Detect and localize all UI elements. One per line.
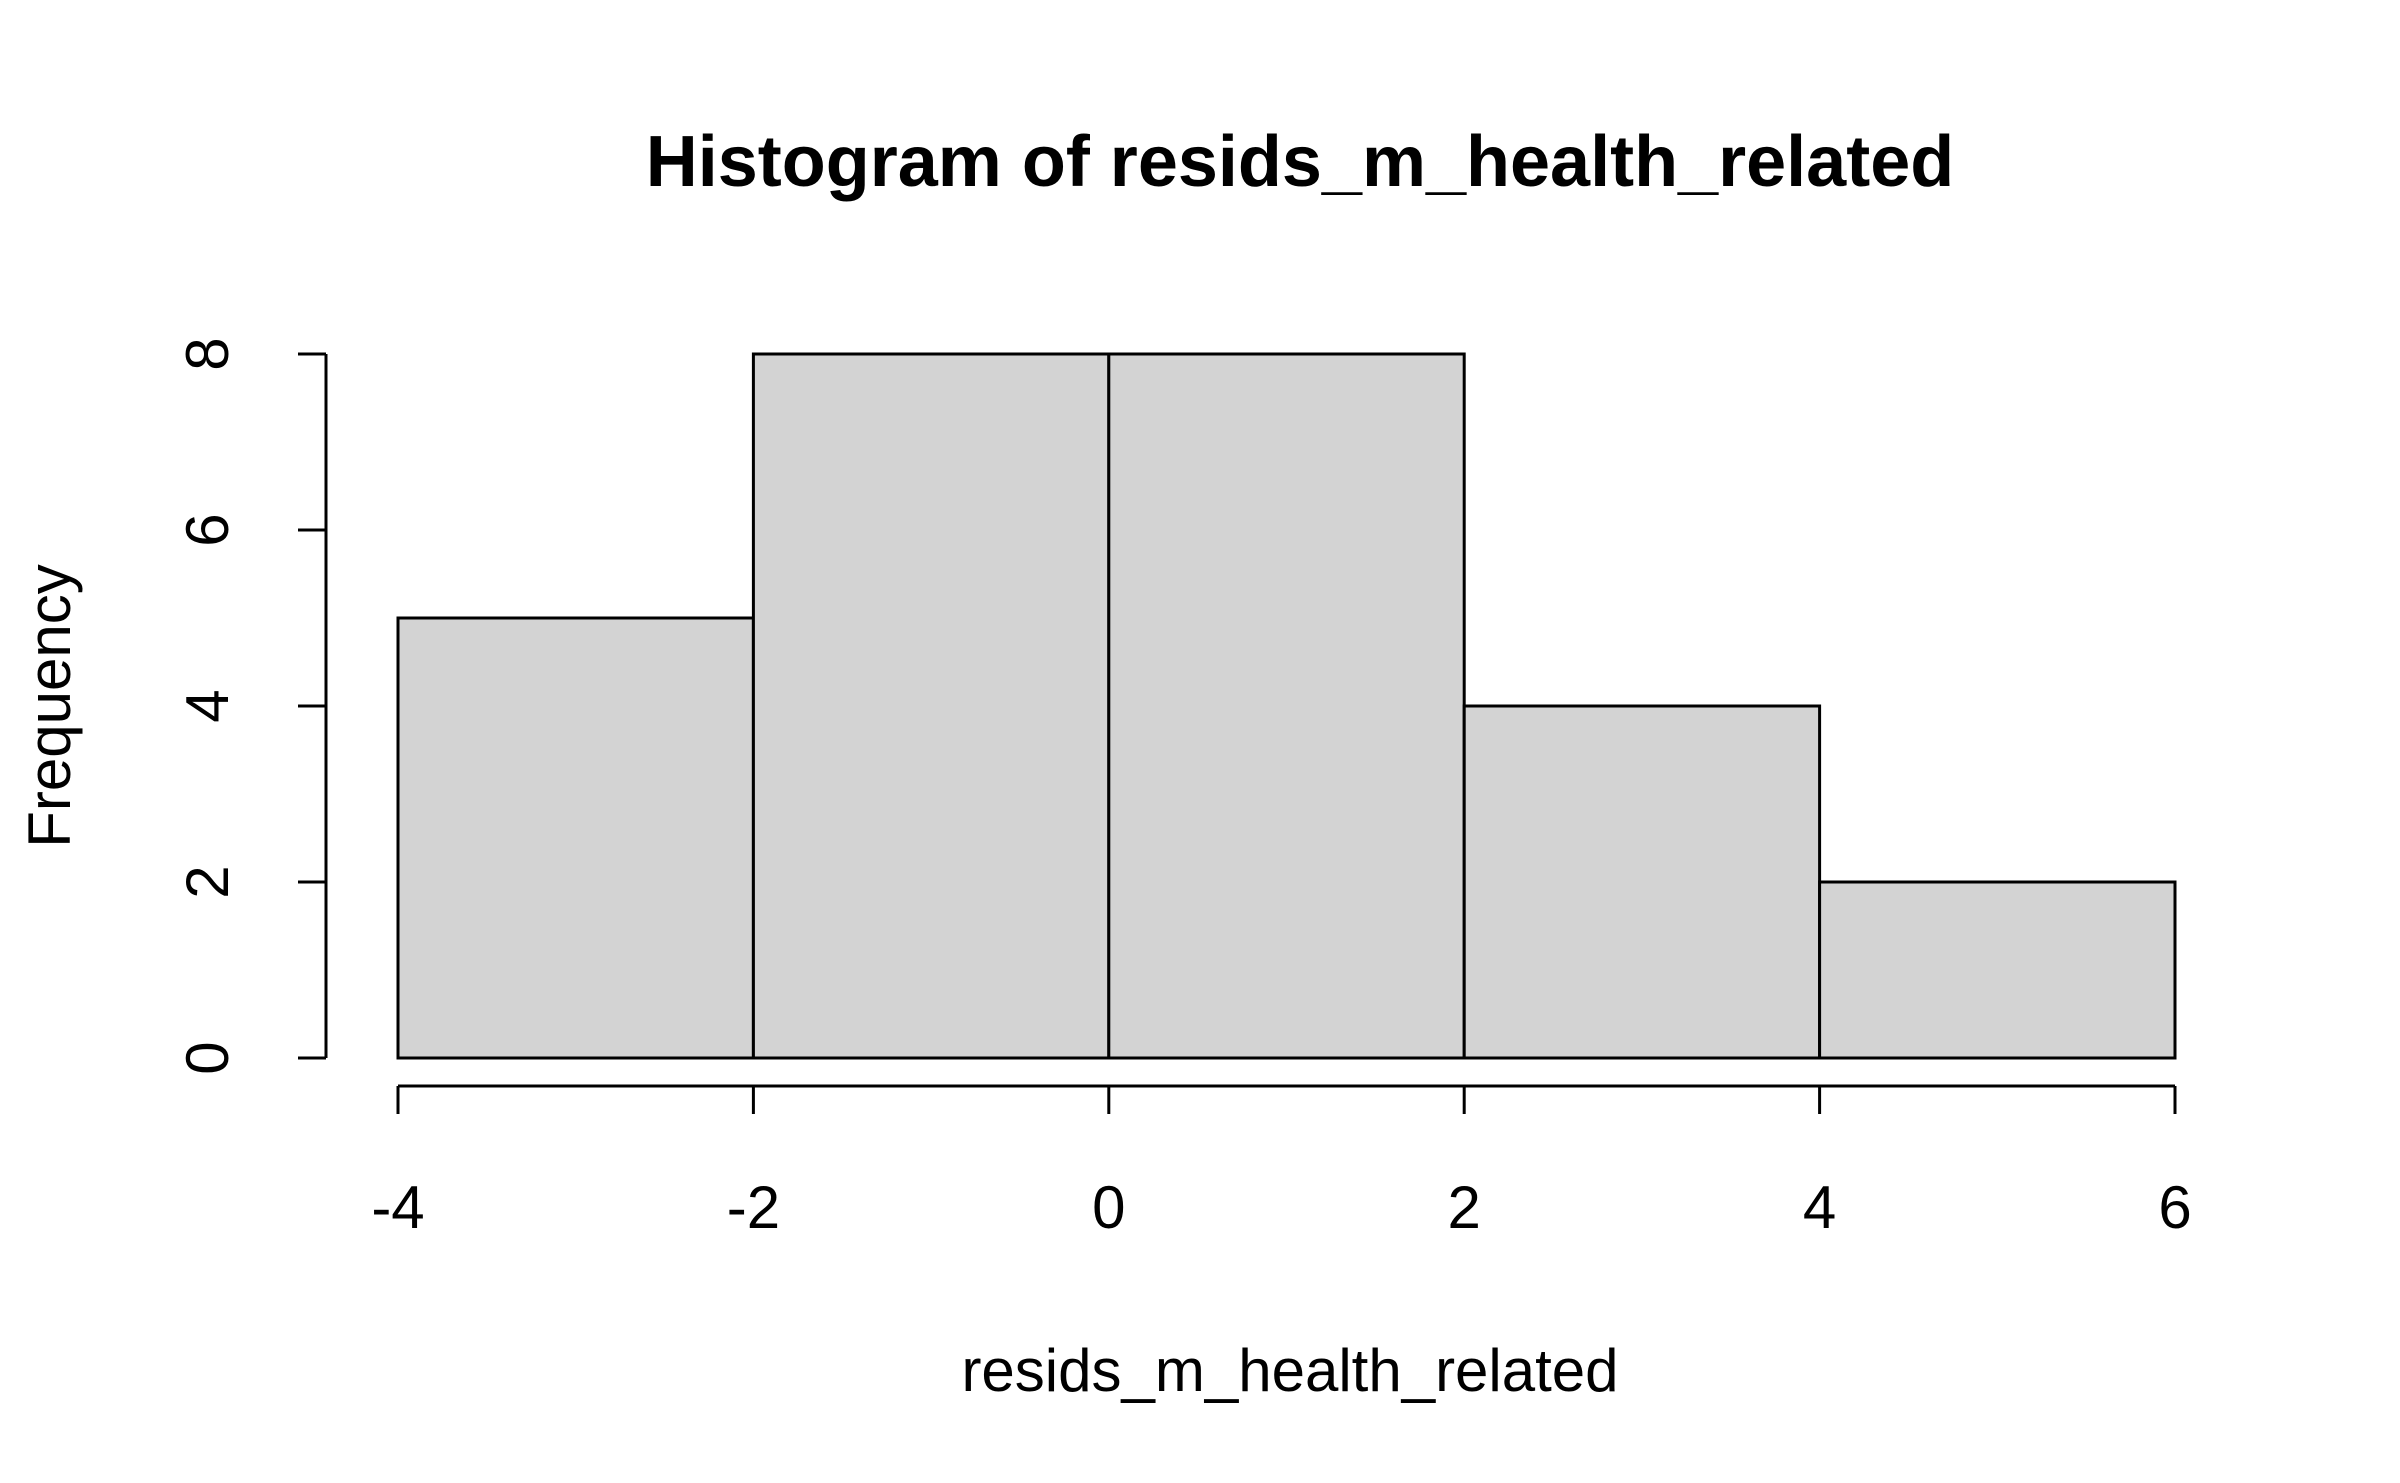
x-tick-label: 2 <box>1448 1174 1481 1241</box>
x-axis-label: resids_m_health_related <box>961 1337 1618 1404</box>
histogram-bar <box>1107 352 1466 1060</box>
y-axis-label: Frequency <box>16 564 83 847</box>
y-axis: 0 2 4 6 8 <box>174 337 328 1075</box>
histogram-bar <box>1462 704 1822 1060</box>
x-tick-label: 6 <box>2158 1174 2191 1241</box>
x-tick-label: -4 <box>371 1174 424 1241</box>
histogram-bar <box>396 616 755 1060</box>
y-tick-label: 4 <box>174 689 241 722</box>
x-tick-label: 0 <box>1092 1174 1125 1241</box>
y-tick-label: 2 <box>174 865 241 898</box>
chart-title: Histogram of resids_m_health_related <box>646 122 1954 202</box>
x-tick-label: 4 <box>1803 1174 1836 1241</box>
y-tick-label: 6 <box>174 513 241 546</box>
x-axis: -4 -2 0 2 4 6 <box>371 1084 2192 1241</box>
histogram-bar <box>1818 880 2177 1060</box>
y-tick-label: 8 <box>174 337 241 370</box>
x-tick-label: -2 <box>727 1174 780 1241</box>
y-tick-label: 0 <box>174 1041 241 1074</box>
histogram-bar <box>751 352 1111 1060</box>
bars-group <box>396 352 2177 1060</box>
